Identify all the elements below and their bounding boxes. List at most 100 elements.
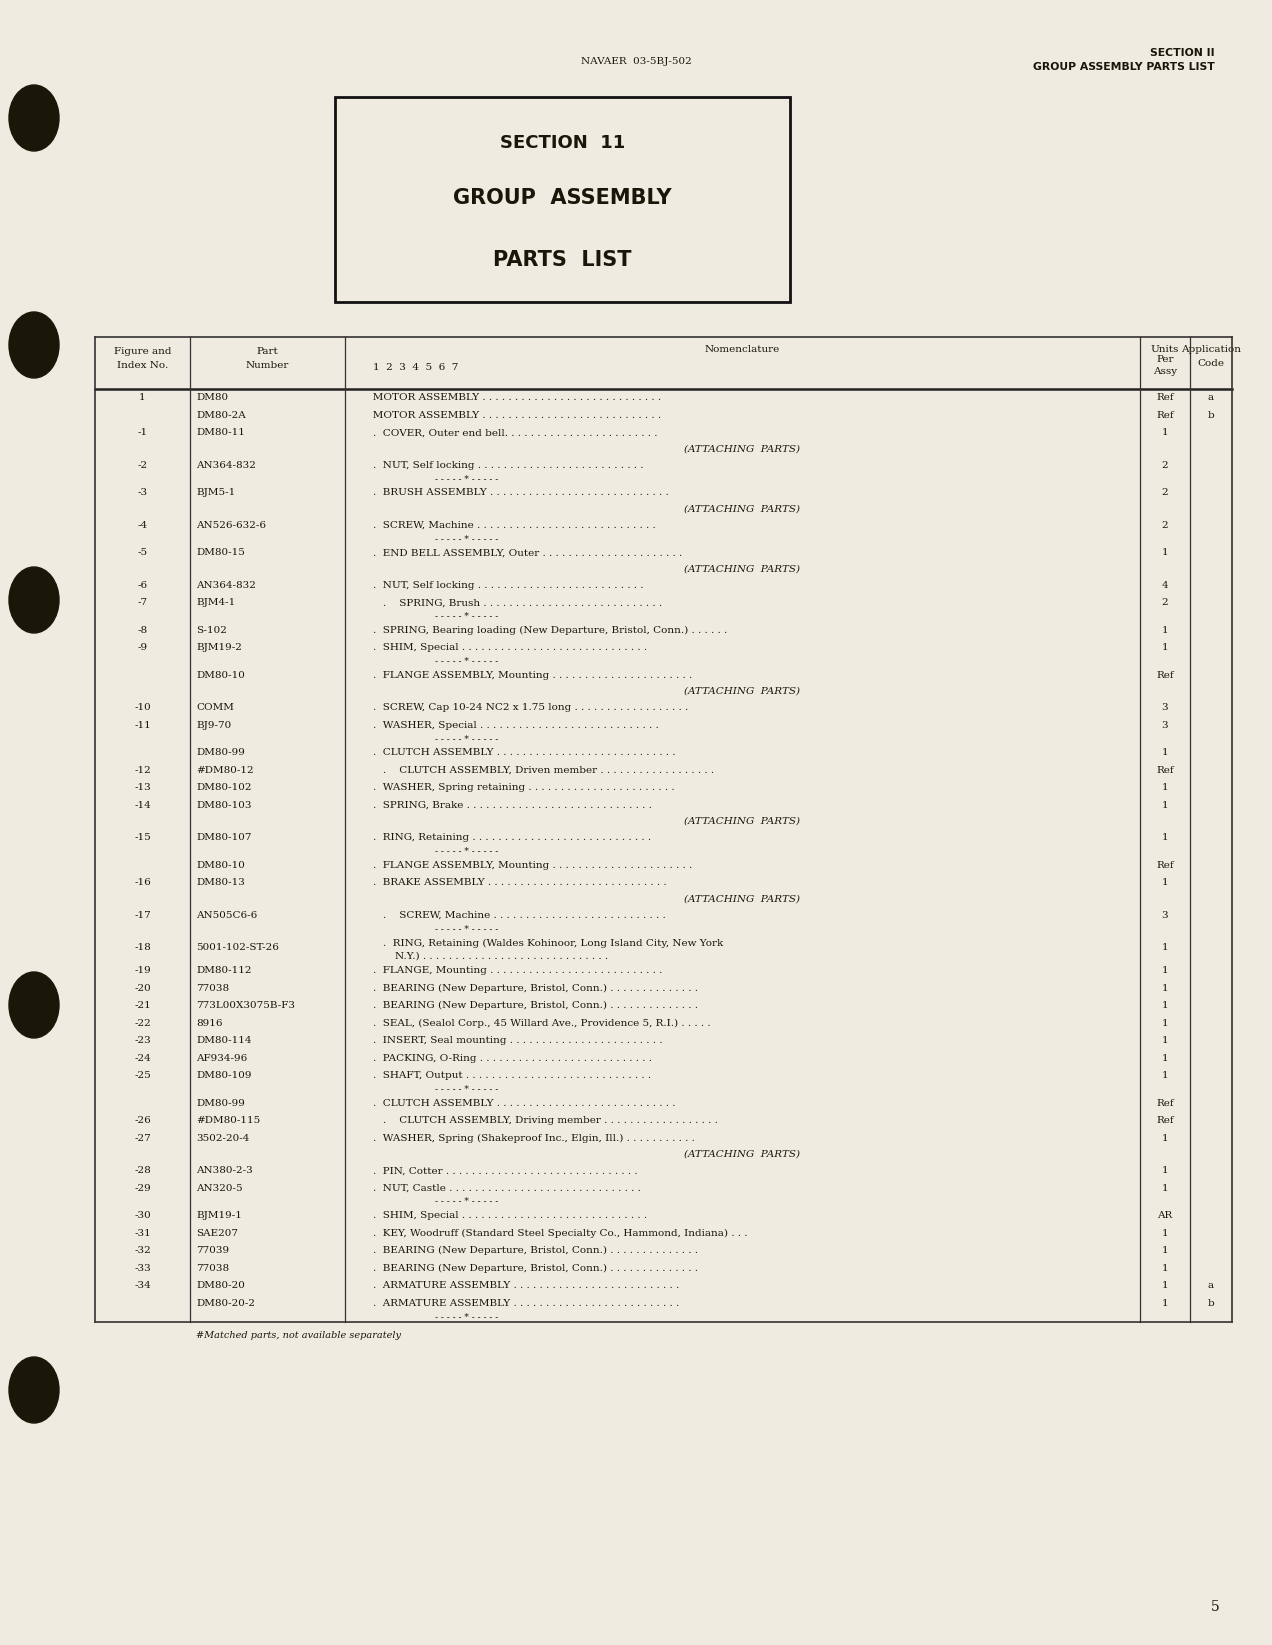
Text: .  ARMATURE ASSEMBLY . . . . . . . . . . . . . . . . . . . . . . . . . .: . ARMATURE ASSEMBLY . . . . . . . . . . … <box>373 1300 679 1308</box>
Text: 1: 1 <box>1161 1133 1168 1143</box>
Text: AN526-632-6: AN526-632-6 <box>196 521 266 530</box>
Text: .  NUT, Self locking . . . . . . . . . . . . . . . . . . . . . . . . . .: . NUT, Self locking . . . . . . . . . . … <box>373 461 644 470</box>
Text: .  SEAL, (Sealol Corp., 45 Willard Ave., Providence 5, R.I.) . . . . .: . SEAL, (Sealol Corp., 45 Willard Ave., … <box>373 1018 711 1028</box>
Text: 2: 2 <box>1161 521 1168 530</box>
Text: -17: -17 <box>134 911 151 920</box>
Text: .  FLANGE ASSEMBLY, Mounting . . . . . . . . . . . . . . . . . . . . . .: . FLANGE ASSEMBLY, Mounting . . . . . . … <box>373 671 692 679</box>
Text: .  WASHER, Special . . . . . . . . . . . . . . . . . . . . . . . . . . . .: . WASHER, Special . . . . . . . . . . . … <box>373 721 659 730</box>
Text: -15: -15 <box>134 834 151 842</box>
Text: 1: 1 <box>1161 625 1168 635</box>
Text: 3: 3 <box>1161 721 1168 730</box>
Text: DM80: DM80 <box>196 393 228 403</box>
Text: DM80-114: DM80-114 <box>196 1036 252 1045</box>
Text: 1: 1 <box>1161 1184 1168 1193</box>
Text: 1: 1 <box>1161 1071 1168 1081</box>
Text: BJM4-1: BJM4-1 <box>196 599 235 607</box>
Text: BJ9-70: BJ9-70 <box>196 721 232 730</box>
Text: 1: 1 <box>1161 1036 1168 1045</box>
Text: 1  2  3  4  5  6  7: 1 2 3 4 5 6 7 <box>373 362 458 372</box>
Text: -10: -10 <box>134 704 151 712</box>
Ellipse shape <box>9 1357 59 1423</box>
Text: .  COVER, Outer end bell. . . . . . . . . . . . . . . . . . . . . . . .: . COVER, Outer end bell. . . . . . . . .… <box>373 428 658 438</box>
Text: .  BEARING (New Departure, Bristol, Conn.) . . . . . . . . . . . . . .: . BEARING (New Departure, Bristol, Conn.… <box>373 1002 698 1010</box>
Text: 3: 3 <box>1161 911 1168 920</box>
Text: 1: 1 <box>1161 801 1168 809</box>
Text: - - - - - * - - - - -: - - - - - * - - - - - <box>435 735 499 744</box>
Text: .  BEARING (New Departure, Bristol, Conn.) . . . . . . . . . . . . . .: . BEARING (New Departure, Bristol, Conn.… <box>373 1263 698 1273</box>
Ellipse shape <box>9 313 59 378</box>
Text: 1: 1 <box>1161 984 1168 992</box>
Text: -29: -29 <box>134 1184 151 1193</box>
Text: Nomenclature: Nomenclature <box>705 344 780 354</box>
Text: (ATTACHING  PARTS): (ATTACHING PARTS) <box>684 444 800 454</box>
Text: Ref: Ref <box>1156 1117 1174 1125</box>
Text: .  BEARING (New Departure, Bristol, Conn.) . . . . . . . . . . . . . .: . BEARING (New Departure, Bristol, Conn.… <box>373 1247 698 1255</box>
Text: -13: -13 <box>134 783 151 793</box>
Text: -22: -22 <box>134 1018 151 1028</box>
Text: -30: -30 <box>134 1211 151 1221</box>
Text: AF934-96: AF934-96 <box>196 1054 247 1063</box>
Text: .  WASHER, Spring retaining . . . . . . . . . . . . . . . . . . . . . . .: . WASHER, Spring retaining . . . . . . .… <box>373 783 674 793</box>
Text: .  WASHER, Spring (Shakeproof Inc., Elgin, Ill.) . . . . . . . . . . .: . WASHER, Spring (Shakeproof Inc., Elgin… <box>373 1133 695 1143</box>
Text: .  PIN, Cotter . . . . . . . . . . . . . . . . . . . . . . . . . . . . . .: . PIN, Cotter . . . . . . . . . . . . . … <box>373 1166 637 1175</box>
Text: .  BRUSH ASSEMBLY . . . . . . . . . . . . . . . . . . . . . . . . . . . .: . BRUSH ASSEMBLY . . . . . . . . . . . .… <box>373 489 669 497</box>
Text: 5: 5 <box>1211 1601 1220 1614</box>
Text: -11: -11 <box>134 721 151 730</box>
Text: DM80-112: DM80-112 <box>196 966 252 975</box>
Text: 1: 1 <box>1161 643 1168 653</box>
Text: AN505C6-6: AN505C6-6 <box>196 911 257 920</box>
Text: - - - - - * - - - - -: - - - - - * - - - - - <box>435 535 499 543</box>
Text: -8: -8 <box>137 625 148 635</box>
Text: - - - - - * - - - - -: - - - - - * - - - - - <box>435 474 499 484</box>
Text: 1: 1 <box>1161 783 1168 793</box>
Text: Assy: Assy <box>1152 367 1177 375</box>
Text: 77038: 77038 <box>196 984 229 992</box>
Text: - - - - - * - - - - -: - - - - - * - - - - - <box>435 1198 499 1206</box>
Text: 5001-102-ST-26: 5001-102-ST-26 <box>196 944 279 952</box>
Text: Ref: Ref <box>1156 671 1174 679</box>
Text: DM80-10: DM80-10 <box>196 671 245 679</box>
Text: -28: -28 <box>134 1166 151 1175</box>
Text: -27: -27 <box>134 1133 151 1143</box>
Text: #Matched parts, not available separately: #Matched parts, not available separately <box>196 1331 401 1339</box>
Text: .  SHIM, Special . . . . . . . . . . . . . . . . . . . . . . . . . . . . .: . SHIM, Special . . . . . . . . . . . . … <box>373 643 647 653</box>
Text: #DM80-115: #DM80-115 <box>196 1117 261 1125</box>
Text: -32: -32 <box>134 1247 151 1255</box>
Text: .    SCREW, Machine . . . . . . . . . . . . . . . . . . . . . . . . . . .: . SCREW, Machine . . . . . . . . . . . .… <box>383 911 665 920</box>
Text: -4: -4 <box>137 521 148 530</box>
Text: b: b <box>1207 1300 1215 1308</box>
Text: Units: Units <box>1151 344 1179 354</box>
Text: -18: -18 <box>134 944 151 952</box>
Text: Ref: Ref <box>1156 767 1174 775</box>
Text: 2: 2 <box>1161 461 1168 470</box>
Text: 1: 1 <box>1161 748 1168 757</box>
Text: .  SCREW, Cap 10-24 NC2 x 1.75 long . . . . . . . . . . . . . . . . . .: . SCREW, Cap 10-24 NC2 x 1.75 long . . .… <box>373 704 688 712</box>
Text: DM80-13: DM80-13 <box>196 878 245 887</box>
Text: BJM19-1: BJM19-1 <box>196 1211 242 1221</box>
Text: .  SCREW, Machine . . . . . . . . . . . . . . . . . . . . . . . . . . . .: . SCREW, Machine . . . . . . . . . . . .… <box>373 521 656 530</box>
Text: 77039: 77039 <box>196 1247 229 1255</box>
Text: DM80-20-2: DM80-20-2 <box>196 1300 254 1308</box>
Text: .  CLUTCH ASSEMBLY . . . . . . . . . . . . . . . . . . . . . . . . . . . .: . CLUTCH ASSEMBLY . . . . . . . . . . . … <box>373 1099 675 1107</box>
Text: DM80-2A: DM80-2A <box>196 411 245 419</box>
Text: 77038: 77038 <box>196 1263 229 1273</box>
Text: - - - - - * - - - - -: - - - - - * - - - - - <box>435 847 499 855</box>
Text: 1: 1 <box>1161 834 1168 842</box>
Text: .  NUT, Castle . . . . . . . . . . . . . . . . . . . . . . . . . . . . . .: . NUT, Castle . . . . . . . . . . . . . … <box>373 1184 641 1193</box>
Text: .  END BELL ASSEMBLY, Outer . . . . . . . . . . . . . . . . . . . . . .: . END BELL ASSEMBLY, Outer . . . . . . .… <box>373 548 682 558</box>
Text: DM80-20: DM80-20 <box>196 1281 245 1290</box>
Text: .  CLUTCH ASSEMBLY . . . . . . . . . . . . . . . . . . . . . . . . . . . .: . CLUTCH ASSEMBLY . . . . . . . . . . . … <box>373 748 675 757</box>
Text: GROUP  ASSEMBLY: GROUP ASSEMBLY <box>453 188 672 207</box>
Text: .  PACKING, O-Ring . . . . . . . . . . . . . . . . . . . . . . . . . . .: . PACKING, O-Ring . . . . . . . . . . . … <box>373 1054 653 1063</box>
Ellipse shape <box>9 972 59 1038</box>
Text: .  RING, Retaining . . . . . . . . . . . . . . . . . . . . . . . . . . . .: . RING, Retaining . . . . . . . . . . . … <box>373 834 651 842</box>
Text: -26: -26 <box>134 1117 151 1125</box>
Text: -21: -21 <box>134 1002 151 1010</box>
Text: MOTOR ASSEMBLY . . . . . . . . . . . . . . . . . . . . . . . . . . . .: MOTOR ASSEMBLY . . . . . . . . . . . . .… <box>363 411 661 419</box>
Text: AN380-2-3: AN380-2-3 <box>196 1166 253 1175</box>
Text: DM80-11: DM80-11 <box>196 428 245 438</box>
Text: (ATTACHING  PARTS): (ATTACHING PARTS) <box>684 688 800 696</box>
Text: - - - - - * - - - - -: - - - - - * - - - - - <box>435 924 499 933</box>
Text: COMM: COMM <box>196 704 234 712</box>
Text: a: a <box>1208 1281 1213 1290</box>
